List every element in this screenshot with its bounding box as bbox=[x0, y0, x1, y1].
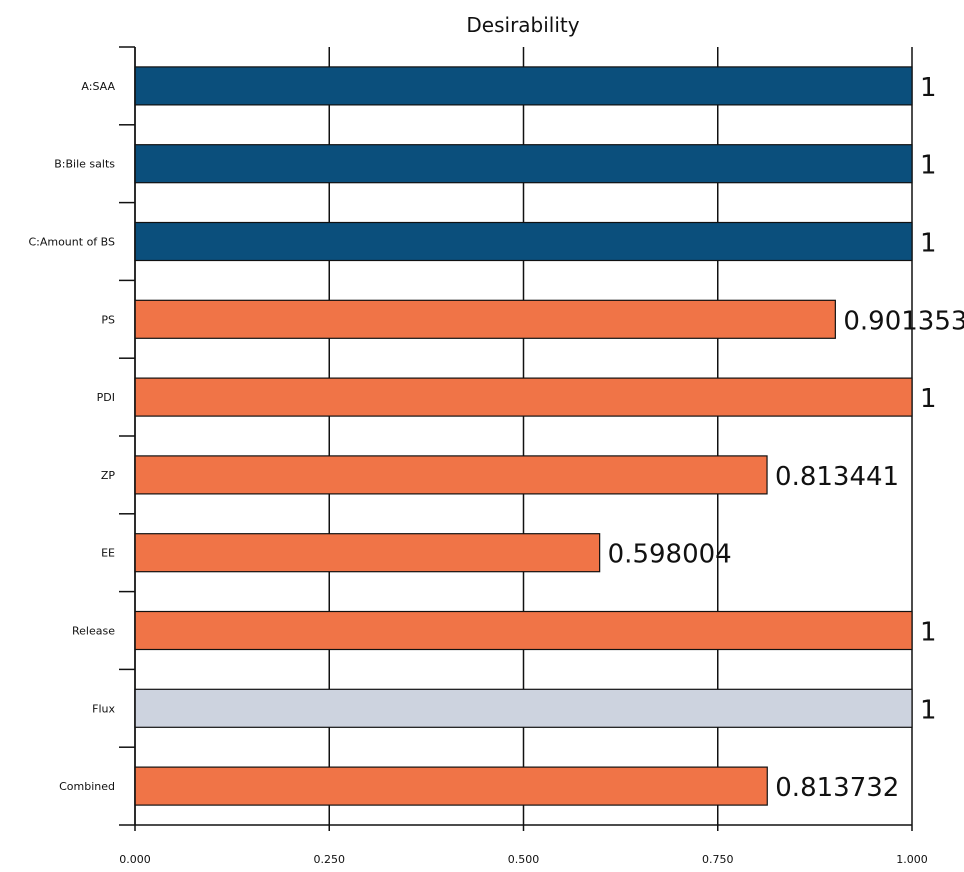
x-tick-label: 0.500 bbox=[508, 853, 540, 866]
chart-title: Desirability bbox=[466, 13, 579, 37]
bar-c-amount-of-bs bbox=[134, 221, 913, 262]
value-label: 1 bbox=[920, 229, 937, 259]
x-tick-label: 0.000 bbox=[119, 853, 151, 866]
value-label: 0.813732 bbox=[775, 773, 899, 803]
x-tick-label: 1.000 bbox=[896, 853, 928, 866]
value-label: 0.598004 bbox=[608, 540, 732, 570]
x-tick-label: 0.250 bbox=[314, 853, 346, 866]
category-label: Flux bbox=[92, 702, 115, 715]
bar-flux bbox=[134, 688, 913, 728]
category-label: ZP bbox=[101, 469, 116, 482]
x-tick-label: 0.750 bbox=[702, 853, 734, 866]
value-label: 1 bbox=[920, 384, 937, 414]
bar-b-bile-salts bbox=[134, 144, 913, 184]
value-label: 1 bbox=[920, 73, 937, 103]
bar-combined bbox=[134, 766, 768, 806]
category-label: C:Amount of BS bbox=[28, 236, 115, 249]
category-label: Combined bbox=[59, 780, 115, 793]
bar-a-saa bbox=[134, 66, 913, 106]
value-label: 1 bbox=[920, 618, 937, 648]
value-label: 1 bbox=[920, 695, 937, 725]
value-label: 0.901353 bbox=[843, 306, 964, 336]
bar-release bbox=[134, 610, 913, 651]
bars-layer bbox=[134, 66, 913, 806]
category-label: Release bbox=[72, 625, 115, 638]
value-label: 1 bbox=[920, 151, 937, 181]
bar-pdi bbox=[134, 377, 913, 417]
category-label: PDI bbox=[97, 391, 115, 404]
category-label: EE bbox=[101, 547, 115, 560]
category-label: B:Bile salts bbox=[54, 158, 115, 171]
category-label: PS bbox=[101, 313, 115, 326]
bar-ee bbox=[134, 533, 601, 573]
category-label: A:SAA bbox=[81, 80, 115, 93]
value-label: 0.813441 bbox=[775, 462, 899, 492]
labels-layer: 0.000 0.250 0.500 0.750 1.000 A:SAA 1 B:Bile sa… bbox=[28, 73, 964, 866]
axis-layer bbox=[119, 46, 913, 831]
bar-zp bbox=[134, 455, 768, 495]
bar-ps bbox=[134, 299, 836, 339]
